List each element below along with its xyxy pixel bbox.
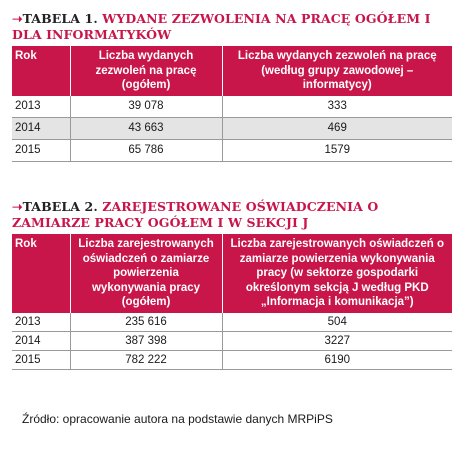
table-cell: 43 663 [69, 117, 222, 140]
table-2-title-text: ZAREJESTROWANE OŚWIADCZENIA O ZAMIARZE P… [12, 199, 379, 230]
table-1-block: ➝TABELA 1. WYDANE ZEZWOLENIA NA PRACĘ OG… [12, 11, 452, 162]
table-row: 2014 43 663 469 [12, 117, 452, 140]
table-row: 2015 65 786 1579 [12, 139, 452, 162]
table-cell: 2014 [12, 117, 70, 140]
table-cell: 333 [221, 95, 452, 118]
table-header-row: Rok Liczba wydanych zezwoleń na pracę (o… [12, 46, 452, 96]
table-2-title: ➝TABELA 2. ZAREJESTROWANE OŚWIADCZENIA O… [12, 199, 452, 231]
column-header: Liczba zarejestrowanych oświadczeń o zam… [69, 234, 222, 313]
column-header: Liczba zarejestrowanych oświadczeń o zam… [221, 234, 452, 313]
table-cell: 39 078 [69, 95, 222, 118]
table-row: 2014 387 398 3227 [12, 331, 452, 351]
arrow-icon: ➝ [12, 11, 23, 26]
column-header: Liczba wydanych zezwoleń na pracę (wedłu… [221, 46, 452, 96]
arrow-icon: ➝ [12, 199, 23, 214]
table-header-row: Rok Liczba zarejestrowanych oświadczeń o… [12, 234, 452, 313]
table-cell: 504 [221, 312, 452, 332]
table-row: 2013 235 616 504 [12, 312, 452, 332]
source-note: Źródło: opracowanie autora na podstawie … [22, 412, 333, 426]
table-cell: 387 398 [69, 331, 222, 351]
table-1-title-prefix: TABELA 1. [22, 11, 98, 26]
table-2-block: ➝TABELA 2. ZAREJESTROWANE OŚWIADCZENIA O… [12, 199, 452, 370]
table-cell: 3227 [221, 331, 452, 351]
table-2-title-prefix: TABELA 2. [22, 199, 98, 214]
table-cell: 2015 [12, 350, 70, 370]
table-row: 2015 782 222 6190 [12, 350, 452, 370]
table-cell: 469 [221, 117, 452, 140]
table-cell: 2013 [12, 312, 70, 332]
table-1-title: ➝TABELA 1. WYDANE ZEZWOLENIA NA PRACĘ OG… [12, 11, 452, 43]
table-cell: 2014 [12, 331, 70, 351]
table-cell: 2015 [12, 139, 70, 162]
table-cell: 2013 [12, 95, 70, 118]
table-cell: 65 786 [69, 139, 222, 162]
table-1-title-text: WYDANE ZEZWOLENIA NA PRACĘ OGÓŁEM I DLA … [12, 11, 431, 42]
table-cell: 782 222 [69, 350, 222, 370]
table-1: Rok Liczba wydanych zezwoleń na pracę (o… [12, 46, 452, 162]
table-2: Rok Liczba zarejestrowanych oświadczeń o… [12, 234, 452, 370]
table-cell: 1579 [221, 139, 452, 162]
table-row: 2013 39 078 333 [12, 95, 452, 118]
table-cell: 6190 [221, 350, 452, 370]
table-cell: 235 616 [69, 312, 222, 332]
column-header: Rok [12, 46, 70, 96]
column-header: Liczba wydanych zezwoleń na pracę (ogółe… [69, 46, 222, 96]
column-header: Rok [12, 234, 70, 313]
